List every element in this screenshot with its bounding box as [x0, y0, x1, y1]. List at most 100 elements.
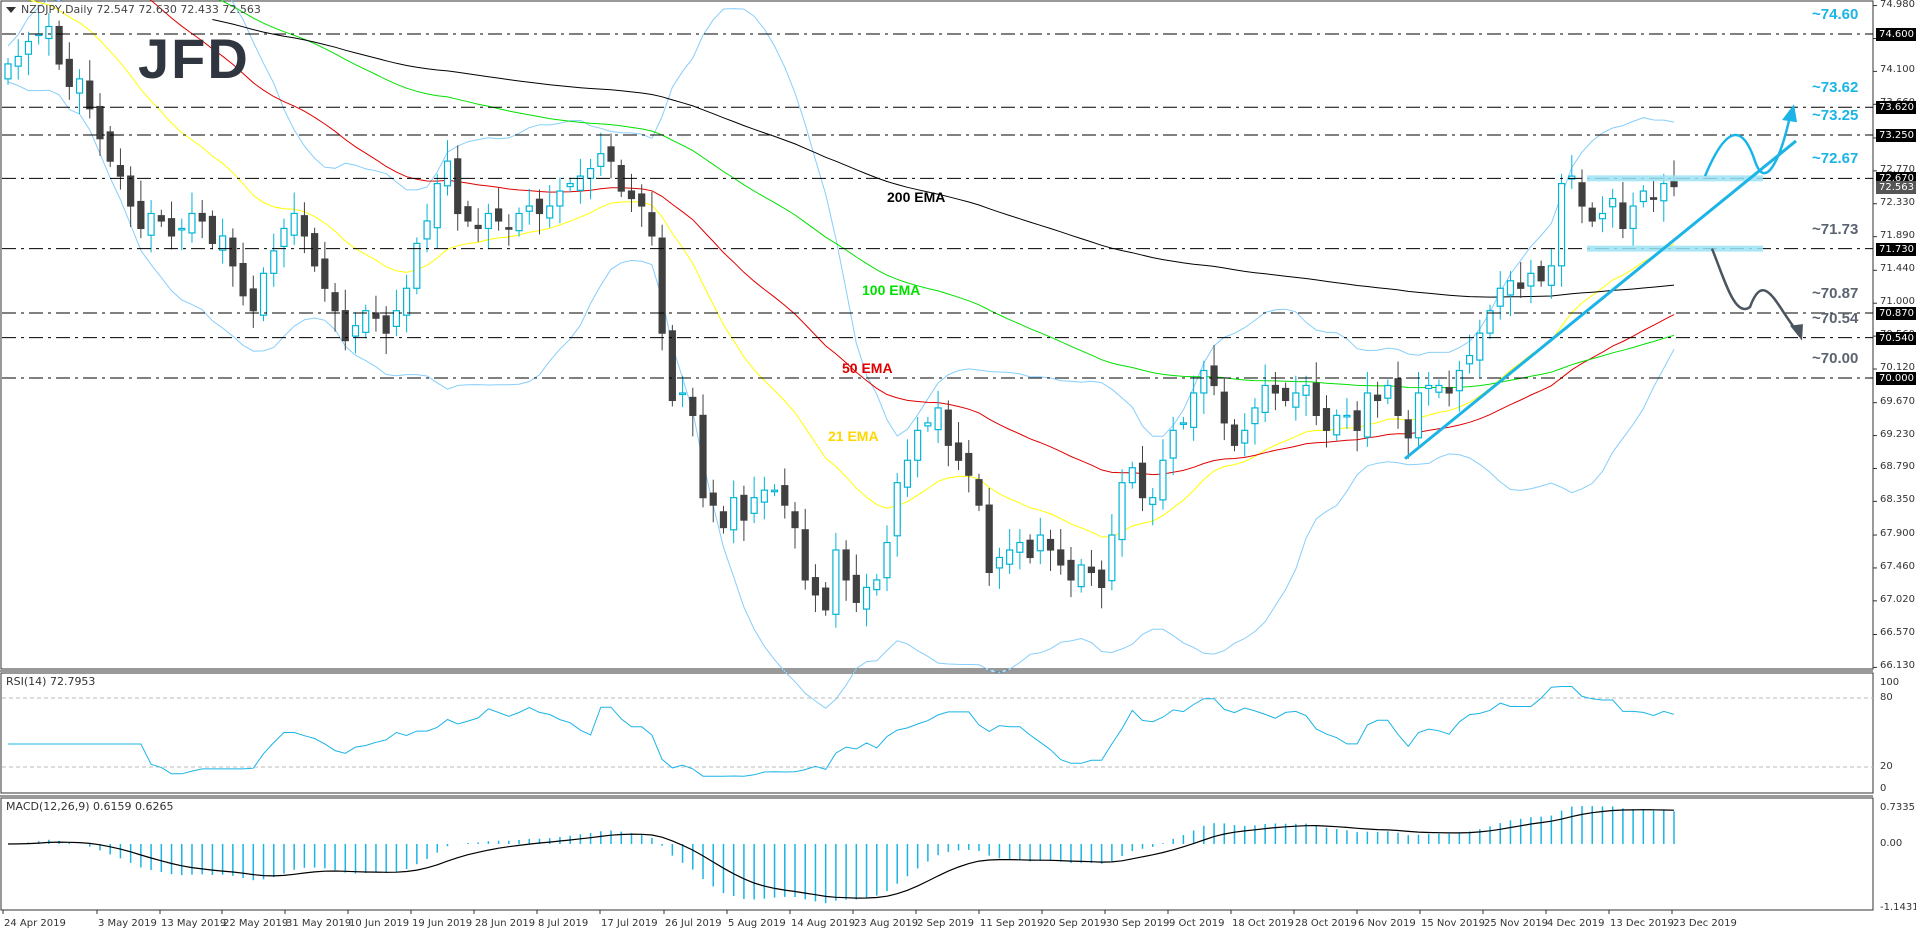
level-annotation: ~73.62: [1812, 79, 1859, 97]
candle-body: [157, 215, 165, 222]
candle-body: [862, 586, 871, 610]
level-annotation: ~72.67: [1812, 150, 1859, 168]
symbol-header: NZDJPY,Daily 72.547 72.630 72.433 72.563: [6, 3, 261, 16]
candle-body: [1251, 407, 1259, 425]
candle-body: [576, 175, 584, 191]
candle-body: [229, 237, 237, 267]
price-tick-label: 71.000: [1880, 296, 1915, 308]
candle-body: [1333, 414, 1341, 436]
ema-label: 200 EMA: [887, 189, 946, 205]
candle-body: [1557, 182, 1566, 267]
candle-body: [208, 215, 217, 244]
price-tick-label: 72.330: [1880, 196, 1915, 208]
date-label: 23 Dec 2019: [1673, 918, 1737, 929]
candle-body: [392, 310, 400, 328]
bullish-path-arrow: [1703, 115, 1792, 177]
candle-body: [116, 165, 125, 177]
candle-body: [873, 579, 881, 591]
date-label: 2 Sep 2019: [917, 918, 975, 929]
candle-body: [147, 212, 155, 236]
date-label: 23 Aug 2019: [854, 918, 919, 929]
candle-body: [1241, 429, 1249, 444]
candle-body: [852, 574, 860, 603]
candle-body: [1568, 175, 1576, 180]
price-tick-label: 66.130: [1880, 660, 1915, 672]
date-label: 10 Jun 2019: [349, 918, 410, 929]
level-annotation: ~74.60: [1812, 6, 1859, 23]
candle-body: [55, 25, 63, 65]
price-tick-label: 67.900: [1880, 528, 1915, 540]
date-label: 24 Apr 2019: [4, 918, 66, 929]
candle-body: [14, 55, 22, 67]
level-annotation: ~70.54: [1812, 309, 1859, 327]
price-tick-label: 74.980: [1880, 0, 1915, 10]
candle-body: [822, 587, 830, 611]
candle-body: [709, 492, 717, 506]
candle-body: [1210, 365, 1218, 387]
candle-body: [597, 153, 605, 167]
candle-body: [668, 330, 676, 402]
candle-body: [1016, 541, 1024, 553]
trend-line: [1404, 139, 1797, 460]
date-label: 18 Oct 2019: [1232, 918, 1294, 929]
candle-body: [331, 292, 339, 312]
candle-body: [454, 158, 462, 215]
candle-body: [1128, 467, 1136, 484]
candle-body: [781, 485, 789, 506]
dropdown-triangle-icon[interactable]: [6, 7, 16, 13]
candle-body: [1271, 384, 1279, 394]
date-label: 19 Jun 2019: [412, 918, 473, 929]
price-tick-label: 69.670: [1880, 395, 1915, 407]
date-label: 28 Jun 2019: [475, 918, 536, 929]
candle-body: [1322, 408, 1331, 431]
candle-body: [1455, 369, 1463, 392]
rsi-tick-label: 100: [1880, 677, 1900, 688]
candle-body: [1006, 549, 1014, 565]
date-label: 3 May 2019: [98, 918, 157, 929]
candle-body: [535, 198, 544, 215]
ema100-line: [218, 0, 1675, 389]
candle-body: [1067, 559, 1075, 581]
candle-body: [1138, 462, 1147, 499]
price-tick-label: 71.440: [1880, 263, 1915, 275]
candle-body: [311, 233, 319, 267]
candle-body: [270, 250, 278, 274]
candle-body: [1619, 202, 1627, 230]
arrow-head-down-icon: [1790, 324, 1803, 341]
date-label: 26 Jul 2019: [665, 918, 722, 929]
candle-body: [1200, 369, 1208, 394]
level-price-box: 70.540: [1876, 331, 1916, 345]
candle-body: [1465, 354, 1474, 365]
candle-body: [1190, 392, 1198, 428]
ema21-line: [28, 0, 1675, 538]
bollinger-upper: [7, 0, 1675, 437]
candle-body: [505, 227, 513, 230]
candle-body: [178, 227, 186, 231]
price-tick-label: 68.790: [1880, 461, 1915, 473]
rsi-tick-label: 20: [1880, 761, 1893, 772]
candle-body: [1425, 384, 1433, 390]
date-label: 22 May 2019: [223, 918, 289, 929]
candle-body: [1261, 384, 1269, 413]
candle-body: [1046, 538, 1055, 551]
candle-body: [995, 556, 1004, 569]
level-annotation: ~71.73: [1812, 220, 1859, 238]
candle-body: [586, 168, 595, 179]
candle-body: [914, 429, 922, 461]
rsi-line: [8, 686, 1675, 777]
macd-tick-label: -1.1431: [1880, 902, 1916, 913]
candle-body: [1547, 265, 1555, 286]
candle-body: [1118, 482, 1126, 541]
candle-body: [658, 237, 666, 334]
candle-body: [760, 489, 768, 503]
ema-label: 100 EMA: [862, 282, 921, 298]
candle-body: [934, 407, 942, 431]
candle-body: [1282, 387, 1290, 402]
symbol-label: NZDJPY,Daily 72.547 72.630 72.433 72.563: [21, 3, 261, 16]
candle-body: [403, 287, 411, 316]
candle-body: [1384, 384, 1392, 399]
date-label: 25 Nov 2019: [1484, 918, 1549, 929]
candle-body: [75, 78, 84, 94]
